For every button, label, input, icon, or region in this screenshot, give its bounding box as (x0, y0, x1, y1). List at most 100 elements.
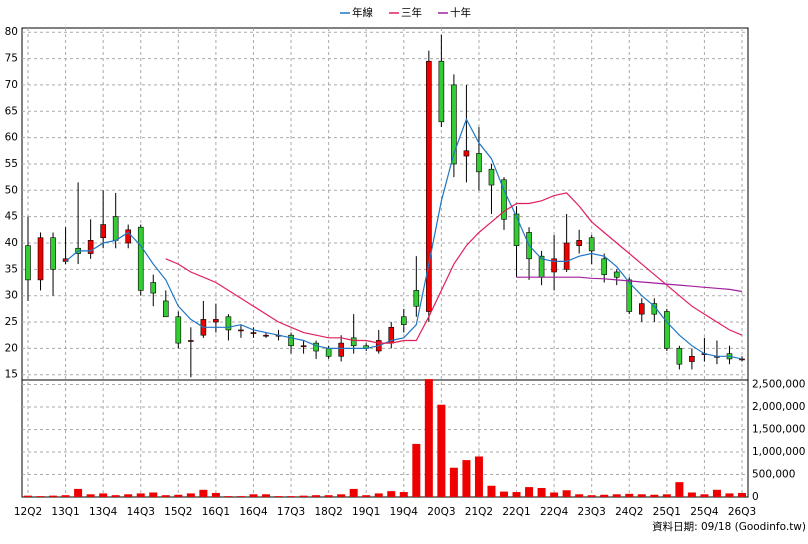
volume-bar (550, 492, 559, 497)
volume-bar (412, 443, 421, 497)
y-tick-label: 30 (5, 290, 18, 302)
candle-body (576, 240, 582, 246)
volume-bar (161, 495, 170, 497)
y-tick-label: 1,000,000 (752, 446, 805, 458)
volume-bar (224, 496, 233, 497)
volume-bar (74, 488, 83, 497)
volume-bar (662, 494, 671, 497)
volume-bar (236, 496, 245, 497)
candle-body (739, 358, 745, 361)
candle-body (350, 337, 357, 347)
candle-body (513, 213, 520, 246)
volume-bar (374, 493, 383, 497)
volume-bar (474, 456, 483, 497)
candle-body (162, 300, 169, 318)
candle-body (188, 340, 194, 342)
y-tick-label: 2,000,000 (752, 401, 805, 413)
volume-bar (337, 494, 346, 497)
candle-body (338, 342, 344, 357)
candle-body (476, 153, 482, 173)
candle-body (175, 316, 182, 344)
y-tick-label: 65 (5, 105, 18, 117)
volume-bar (675, 482, 684, 497)
candle-body (25, 245, 31, 281)
volume-bar (612, 494, 621, 497)
x-tick-label: 22Q1 (502, 506, 530, 518)
candle-body (664, 311, 670, 349)
candle-body (288, 334, 294, 347)
y-tick-label: 1,500,000 (752, 424, 805, 436)
candle-body (50, 237, 56, 270)
volume-bar (49, 495, 58, 497)
volume-bar (600, 494, 609, 497)
y-tick-label: 80 (5, 26, 18, 38)
volume-bar (462, 460, 471, 497)
x-tick-label: 25Q1 (653, 506, 681, 518)
x-tick-label: 14Q3 (127, 506, 155, 518)
y-tick-label: 45 (5, 211, 18, 223)
volume-bar (562, 490, 571, 497)
x-tick-label: 22Q4 (540, 506, 569, 518)
candle-body (250, 332, 257, 334)
volume-bar (211, 492, 220, 497)
x-tick-label: 24Q2 (615, 506, 643, 518)
candle-body (400, 316, 407, 325)
volume-bar (537, 488, 546, 497)
candle-body (426, 60, 432, 312)
x-tick-label: 16Q1 (202, 506, 230, 518)
legend-label: 十年 (450, 6, 471, 19)
y-tick-label: 60 (5, 132, 18, 144)
volume-bar (287, 496, 296, 497)
y-tick-label: 15 (5, 369, 18, 381)
volume-bar (324, 495, 333, 497)
volume-bar (738, 492, 746, 497)
candle-body (100, 224, 106, 239)
x-tick-label: 12Q2 (14, 506, 42, 518)
volume-bar (86, 494, 95, 497)
candle-body (451, 84, 457, 165)
volume-bar (111, 495, 120, 497)
y-tick-label: 2,500,000 (752, 379, 805, 391)
y-tick-label: 70 (5, 79, 18, 91)
y-tick-label: 0 (752, 491, 759, 503)
x-tick-label: 13Q4 (89, 506, 118, 518)
volume-bar (299, 495, 308, 497)
y-tick-label: 55 (5, 158, 18, 170)
volume-bar (262, 494, 270, 497)
candle-body (263, 334, 269, 337)
y-tick-label: 25 (5, 316, 18, 328)
volume-bar (124, 494, 133, 497)
volume-bar (449, 467, 458, 497)
candle-body (225, 316, 232, 331)
volume-bar (24, 495, 32, 497)
ma-line (165, 192, 743, 344)
candle-body (626, 279, 633, 312)
volume-bar (500, 491, 508, 497)
candle-body (676, 348, 683, 365)
candle-body (488, 168, 495, 186)
volume-bar (399, 492, 408, 497)
y-tick-label: 75 (5, 53, 18, 65)
x-tick-label: 19Q1 (352, 506, 380, 518)
x-tick-label: 18Q2 (314, 506, 342, 518)
volume-bar (437, 404, 446, 497)
candle-body (37, 237, 44, 281)
volume-bar (650, 494, 659, 497)
candle-body (563, 242, 570, 270)
ma-line (516, 276, 743, 293)
volume-bar (36, 496, 45, 497)
volume-bar (387, 491, 396, 497)
candle-body (689, 355, 695, 362)
x-tick-label: 17Q3 (277, 506, 305, 518)
candle-body (300, 345, 307, 348)
volume-bar (136, 493, 145, 497)
x-tick-label: 21Q2 (465, 506, 493, 518)
x-tick-label: 23Q3 (578, 506, 606, 518)
x-tick-label: 20Q3 (427, 506, 455, 518)
candle-body (150, 282, 157, 294)
legend-label: 三年 (401, 6, 422, 19)
candle-body (238, 329, 244, 332)
volume-bar (99, 493, 108, 497)
volume-bar (512, 492, 521, 497)
